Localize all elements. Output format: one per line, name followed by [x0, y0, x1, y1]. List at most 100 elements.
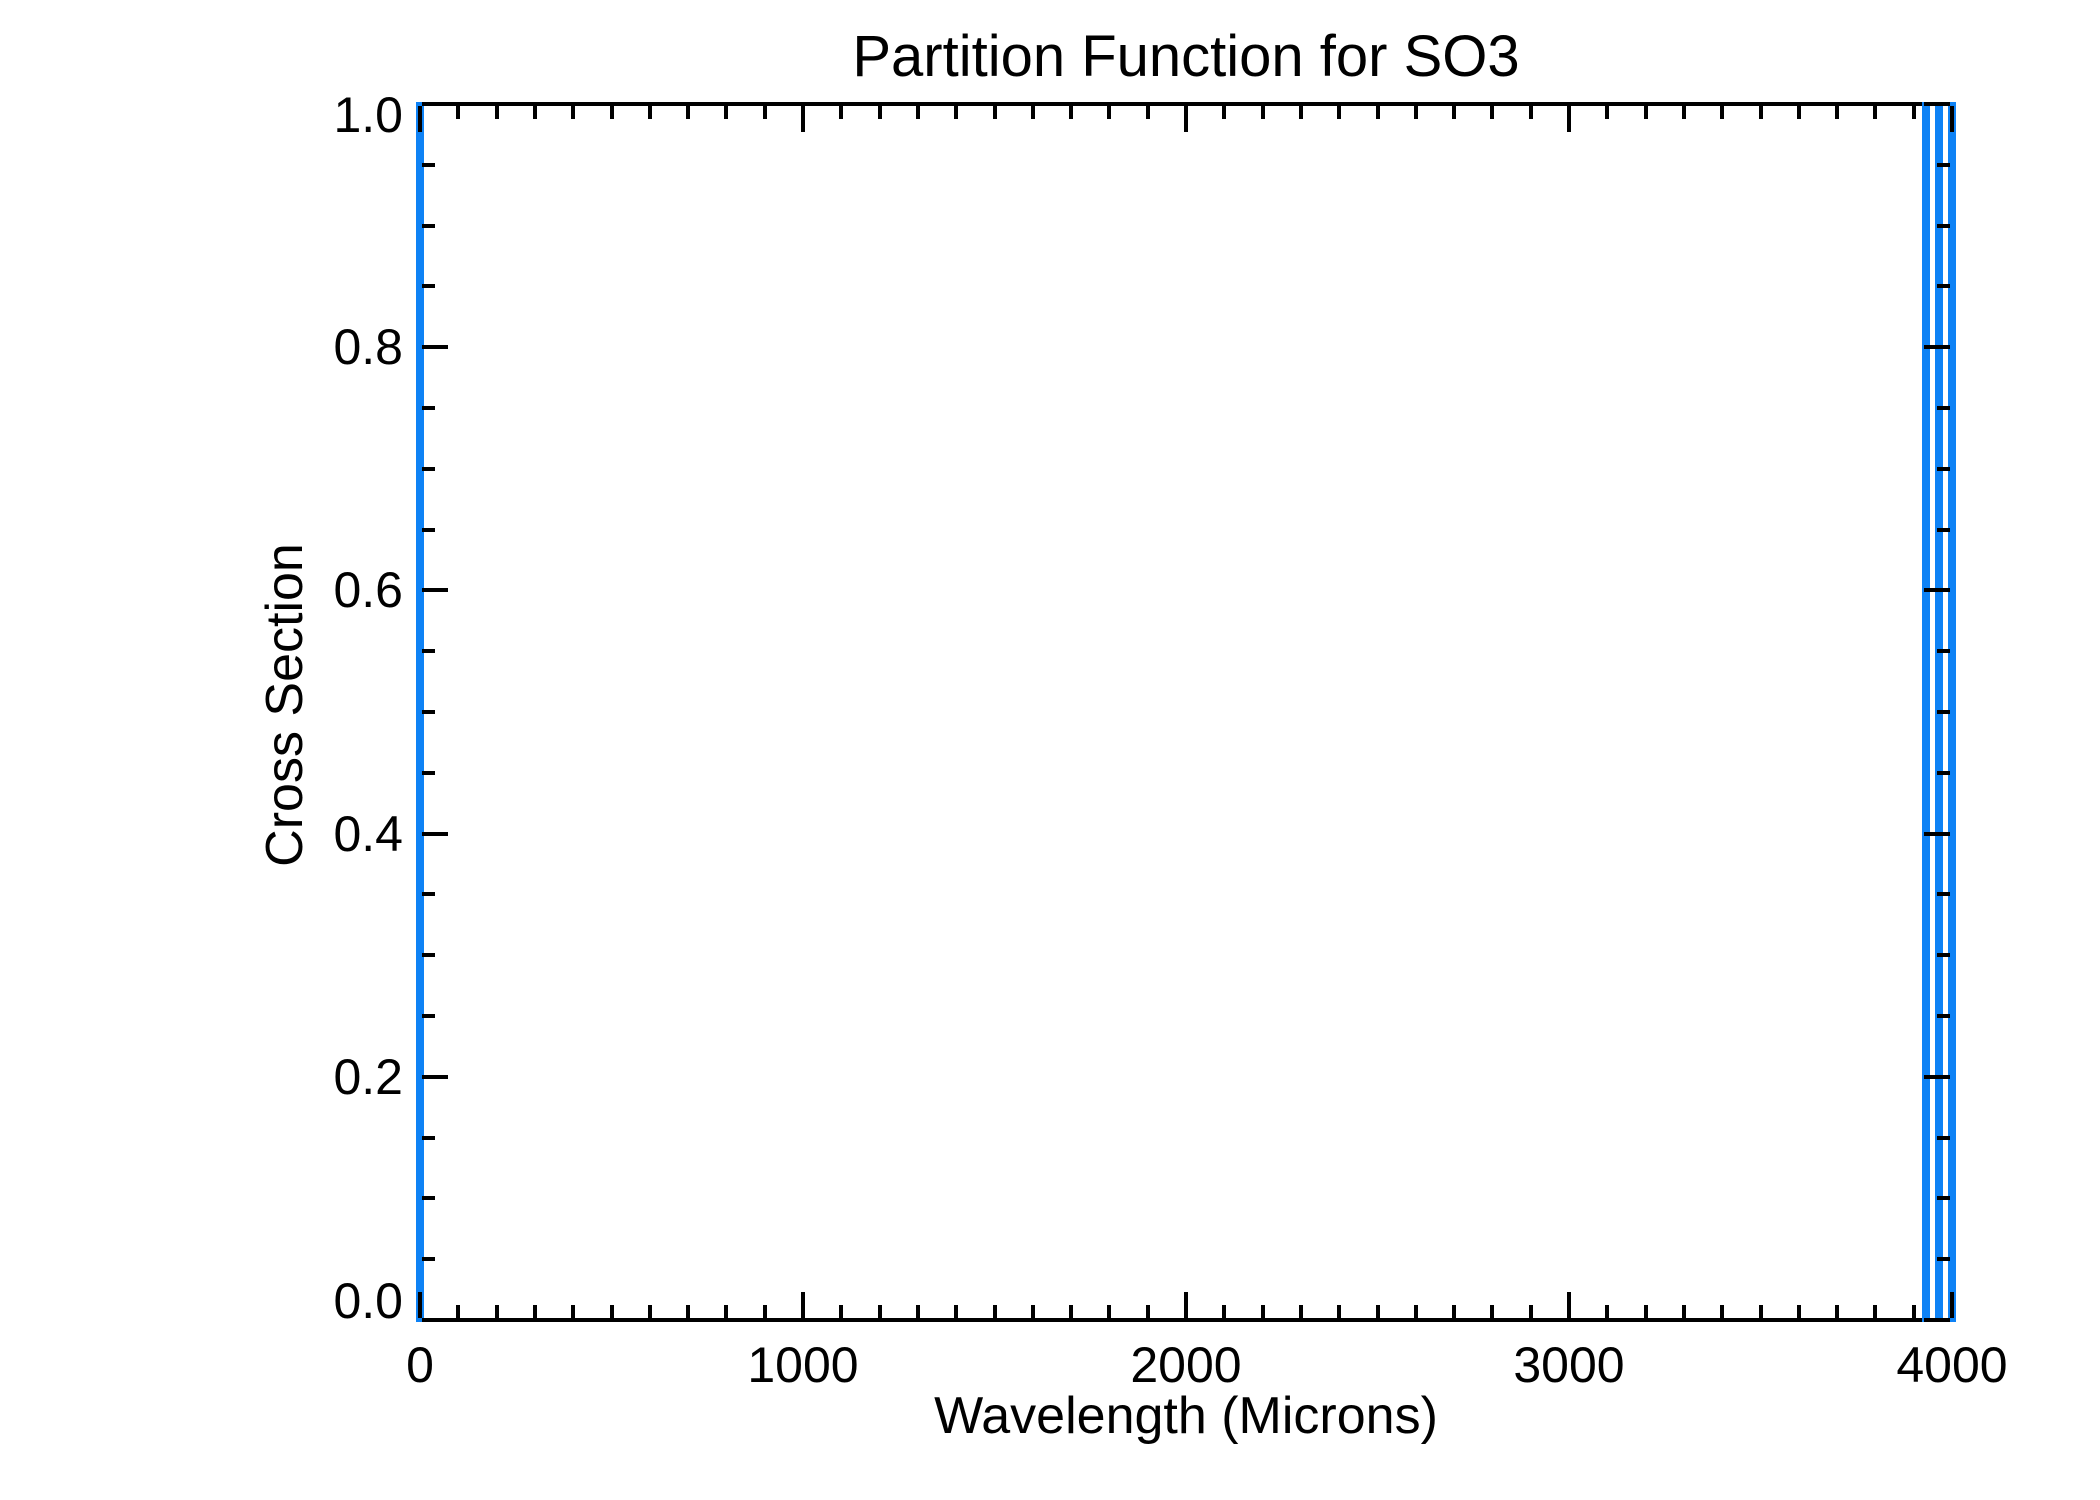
x-minor-tick [456, 106, 461, 119]
x-minor-tick [762, 1305, 767, 1318]
x-minor-tick [1069, 1305, 1074, 1318]
y-minor-tick [422, 953, 435, 958]
y-major-tick [422, 102, 448, 106]
x-major-tick [1184, 106, 1188, 132]
x-minor-tick [647, 1305, 652, 1318]
x-minor-tick [1298, 1305, 1303, 1318]
x-minor-tick [456, 1305, 461, 1318]
x-minor-tick [647, 106, 652, 119]
x-tick-label: 4000 [1896, 1337, 2008, 1393]
x-minor-tick [839, 1305, 844, 1318]
y-minor-tick [422, 649, 435, 654]
y-minor-tick [1937, 466, 1950, 471]
x-minor-tick [1145, 106, 1150, 119]
y-minor-tick [1937, 162, 1950, 167]
y-minor-tick [1937, 1196, 1950, 1201]
x-minor-tick [532, 1305, 537, 1318]
x-minor-tick [1681, 1305, 1686, 1318]
x-minor-tick [1873, 1305, 1878, 1318]
y-minor-tick [1937, 710, 1950, 714]
x-minor-tick [1413, 106, 1418, 119]
x-minor-tick [1452, 106, 1457, 119]
x-minor-tick [609, 1305, 614, 1318]
x-minor-tick [1260, 106, 1265, 119]
data-line [1921, 102, 1930, 1322]
y-minor-tick [422, 1135, 435, 1140]
x-major-tick [801, 106, 805, 132]
y-minor-tick [422, 1196, 435, 1201]
y-major-tick [1924, 1318, 1950, 1322]
x-major-tick [1184, 1292, 1188, 1318]
y-major-tick [422, 588, 448, 593]
x-minor-tick [571, 1305, 576, 1318]
x-major-tick [801, 1292, 805, 1318]
x-minor-tick [1758, 1305, 1763, 1318]
x-axis-title: Wavelength (Microns) [934, 1387, 1438, 1445]
x-minor-tick [1337, 1305, 1342, 1318]
x-minor-tick [609, 106, 614, 119]
x-minor-tick [1375, 106, 1380, 119]
y-tick-label: 0.0 [333, 1273, 403, 1329]
y-minor-tick [422, 527, 435, 532]
x-tick-label: 3000 [1513, 1337, 1625, 1393]
x-minor-tick [1490, 1305, 1495, 1318]
x-minor-tick [1681, 106, 1686, 119]
x-minor-tick [1720, 106, 1725, 119]
y-major-tick [1924, 831, 1950, 836]
y-minor-tick [422, 710, 435, 714]
y-major-tick [422, 345, 448, 350]
x-minor-tick [915, 1305, 920, 1318]
x-minor-tick [532, 106, 537, 119]
x-tick-label: 1000 [747, 1337, 859, 1393]
x-minor-tick [1643, 1305, 1648, 1318]
x-minor-tick [1490, 106, 1495, 119]
x-minor-tick [1337, 106, 1342, 119]
x-minor-tick [1835, 106, 1840, 119]
x-minor-tick [762, 106, 767, 119]
y-minor-tick [422, 466, 435, 471]
x-tick-label: 0 [406, 1337, 434, 1393]
y-minor-tick [1937, 1257, 1950, 1262]
x-minor-tick [1643, 106, 1648, 119]
x-minor-tick [1796, 106, 1801, 119]
y-major-tick [1924, 588, 1950, 593]
chart-title: Partition Function for SO3 [852, 24, 1520, 89]
x-minor-tick [954, 1305, 959, 1318]
x-minor-tick [1605, 1305, 1610, 1318]
y-minor-tick [422, 770, 435, 775]
x-minor-tick [1069, 106, 1074, 119]
x-minor-tick [494, 1305, 499, 1318]
x-minor-tick [1107, 1305, 1112, 1318]
x-minor-tick [839, 106, 844, 119]
data-line [1948, 102, 1956, 1322]
y-minor-tick [1937, 223, 1950, 228]
y-major-tick [1924, 1074, 1950, 1079]
y-tick-label: 0.8 [333, 319, 403, 376]
x-major-tick [418, 1292, 422, 1318]
y-tick-label: 1.0 [333, 87, 403, 143]
x-minor-tick [1260, 1305, 1265, 1318]
x-major-tick [418, 106, 422, 132]
y-minor-tick [1937, 1014, 1950, 1018]
x-minor-tick [1030, 1305, 1035, 1318]
x-minor-tick [1145, 1305, 1150, 1318]
y-major-tick [422, 831, 448, 836]
x-minor-tick [1720, 1305, 1725, 1318]
y-minor-tick [1937, 649, 1950, 654]
x-major-tick [1567, 106, 1571, 132]
x-minor-tick [954, 106, 959, 119]
x-major-tick [1950, 106, 1954, 132]
x-minor-tick [1452, 1305, 1457, 1318]
y-minor-tick [422, 284, 435, 289]
x-minor-tick [877, 1305, 882, 1318]
x-minor-tick [1528, 106, 1533, 119]
x-minor-tick [1911, 1305, 1916, 1318]
x-minor-tick [571, 106, 576, 119]
plot-area [418, 102, 1954, 1322]
x-minor-tick [686, 1305, 691, 1318]
x-minor-tick [1222, 1305, 1227, 1318]
y-minor-tick [422, 162, 435, 167]
y-major-tick [1924, 102, 1950, 106]
x-minor-tick [724, 1305, 729, 1318]
